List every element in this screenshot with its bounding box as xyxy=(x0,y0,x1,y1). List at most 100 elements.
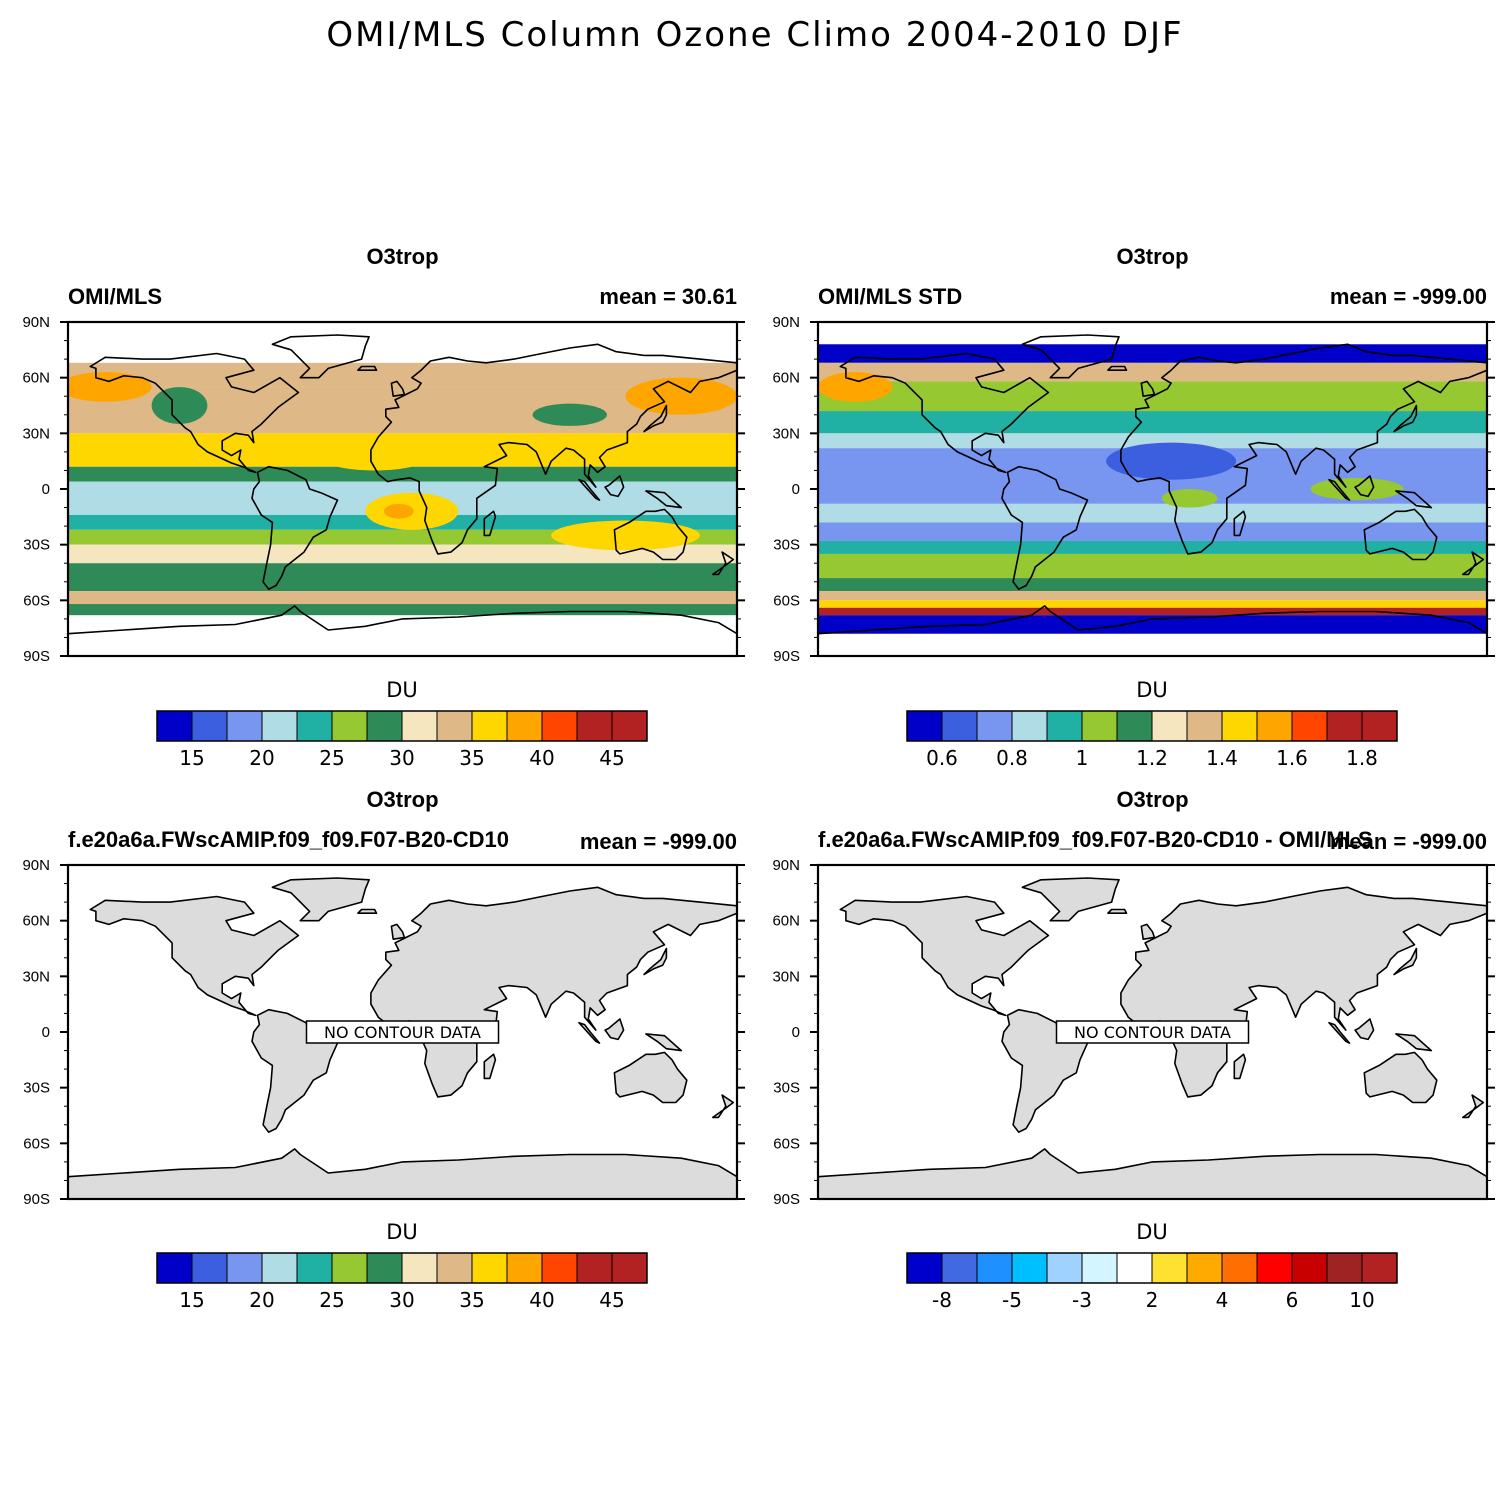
colorbar-frame xyxy=(906,710,1398,742)
colorbar-label: 6 xyxy=(1286,1288,1299,1312)
panel-title: O3trop xyxy=(1116,787,1188,812)
plot-area xyxy=(818,322,1487,656)
land-north-america xyxy=(839,352,1050,474)
colorbar-label: 25 xyxy=(319,746,344,770)
land-antarctica xyxy=(818,605,1487,656)
colorbar-box-10 xyxy=(471,1252,508,1284)
lat-label: 30N xyxy=(772,968,800,985)
colorbar-label: 20 xyxy=(249,1288,274,1312)
land-north-america xyxy=(89,352,300,474)
lat-label: 30S xyxy=(23,537,50,554)
land-sumatra xyxy=(1328,478,1351,501)
colorbar-label: 40 xyxy=(529,746,554,770)
lat-label: 60N xyxy=(772,913,800,930)
lat-label: 30N xyxy=(22,425,50,442)
land-greenland xyxy=(1021,877,1120,922)
colorbar-box-8 xyxy=(1151,710,1188,742)
colorbar-label: 4 xyxy=(1216,1288,1229,1312)
colorbar-label: 25 xyxy=(319,1288,344,1312)
colorbar-box-7 xyxy=(1116,710,1153,742)
colorbar-box-6 xyxy=(1081,1252,1118,1284)
contour-patch-3 xyxy=(1161,489,1218,508)
coastlines xyxy=(68,334,737,656)
colorbar-box-10 xyxy=(1221,1252,1258,1284)
colorbar-box-12 xyxy=(1291,710,1328,742)
colorbar-box-2 xyxy=(191,710,228,742)
lat-label: 30S xyxy=(773,537,800,554)
colorbar-box-9 xyxy=(436,1252,473,1284)
colorbar: 0.6 0.8 1 1.2 1.4 1.6 1.8 xyxy=(906,710,1398,770)
land-greenland xyxy=(1021,334,1120,379)
land-sumatra xyxy=(578,1021,601,1044)
land-greenland xyxy=(271,334,370,379)
colorbar-box-8 xyxy=(401,1252,438,1284)
colorbar-box-7 xyxy=(366,1252,403,1284)
panel-mean-label: mean = -999.00 xyxy=(1330,284,1487,309)
colorbar-box-11 xyxy=(506,710,543,742)
land-madagascar xyxy=(483,1053,497,1080)
land-sumatra xyxy=(1328,1021,1351,1044)
colorbar-box-5 xyxy=(1046,1252,1083,1284)
lat-axis: 90N 60N 30N 0 30S 60S 90S xyxy=(22,314,745,665)
land-north-america xyxy=(89,895,300,1017)
colorbar-box-13 xyxy=(1326,1252,1363,1284)
colorbar-box-5 xyxy=(296,1252,333,1284)
lat-label: 30N xyxy=(772,425,800,442)
colorbar-box-14 xyxy=(1361,710,1398,742)
land-iceland xyxy=(357,365,378,372)
land-africa-eurasia xyxy=(370,343,737,555)
colorbar-box-10 xyxy=(1221,710,1258,742)
colorbar-box-12 xyxy=(1291,1252,1328,1284)
colorbar-label: 1 xyxy=(1076,746,1089,770)
land-australia xyxy=(613,508,688,561)
land-japan xyxy=(1393,404,1418,433)
contour-band-1 xyxy=(818,344,1487,363)
land-greenland xyxy=(271,877,370,922)
map-panel-1: O3trop OMI/MLS mean = 30.61 90N 60N 30N 0 30S 60… xyxy=(22,244,745,770)
lat-label: 90N xyxy=(772,857,800,874)
lat-label: 60N xyxy=(772,370,800,387)
colorbar-label: -8 xyxy=(932,1288,952,1312)
colorbar-units: DU xyxy=(386,1220,418,1244)
colorbar-units: DU xyxy=(1136,678,1168,702)
map-panel-2: O3trop OMI/MLS STD mean = -999.00 90N 60N 30N… xyxy=(772,244,1495,770)
contour-patch-8 xyxy=(151,386,208,425)
map-panel-3: O3trop f.e20a6a.FWscAMIP.f09_f09.F07-B20-… xyxy=(22,787,745,1312)
land-iceland xyxy=(1107,908,1128,915)
lat-label: 90N xyxy=(772,314,800,331)
colorbar-box-2 xyxy=(941,1252,978,1284)
land-new-zealand xyxy=(1462,1094,1485,1119)
contour-band-4 xyxy=(818,411,1487,434)
no-contour-box xyxy=(305,1020,500,1044)
colorbar-label: 30 xyxy=(389,1288,414,1312)
contour-band-15 xyxy=(818,615,1487,634)
lat-label: 60S xyxy=(773,592,800,609)
colorbar-box-3 xyxy=(976,1252,1013,1284)
colorbar: -8 -5 -3 2 4 6 10 xyxy=(906,1252,1398,1312)
contour-band-10 xyxy=(68,591,737,605)
colorbar-box-1 xyxy=(906,710,943,742)
panel-mean-label: mean = -999.00 xyxy=(580,829,737,854)
colorbar-box-7 xyxy=(1116,1252,1153,1284)
no-contour-text: NO CONTOUR DATA xyxy=(1074,1023,1231,1042)
lat-label: 30S xyxy=(773,1080,800,1097)
colorbar-label: 1.4 xyxy=(1206,746,1238,770)
contour-patch-5 xyxy=(383,503,414,519)
colorbar-box-13 xyxy=(1326,710,1363,742)
contour-band-9 xyxy=(818,540,1487,554)
colorbar-box-11 xyxy=(506,1252,543,1284)
colorbar-label: 1.2 xyxy=(1136,746,1168,770)
contour-band-9 xyxy=(68,563,737,592)
colorbar-frame xyxy=(906,1252,1398,1284)
coastlines xyxy=(68,877,737,1199)
colorbar-units: DU xyxy=(386,678,418,702)
contour-patch-2 xyxy=(818,372,893,402)
colorbar-box-5 xyxy=(1046,710,1083,742)
land-new-guinea xyxy=(645,490,683,509)
land-australia xyxy=(1363,508,1438,561)
colorbar-label: 0.8 xyxy=(996,746,1028,770)
panel-mean-label: mean = 30.61 xyxy=(599,284,737,309)
colorbar-label: 45 xyxy=(599,746,624,770)
colorbar-box-3 xyxy=(226,1252,263,1284)
colorbar-box-5 xyxy=(296,710,333,742)
